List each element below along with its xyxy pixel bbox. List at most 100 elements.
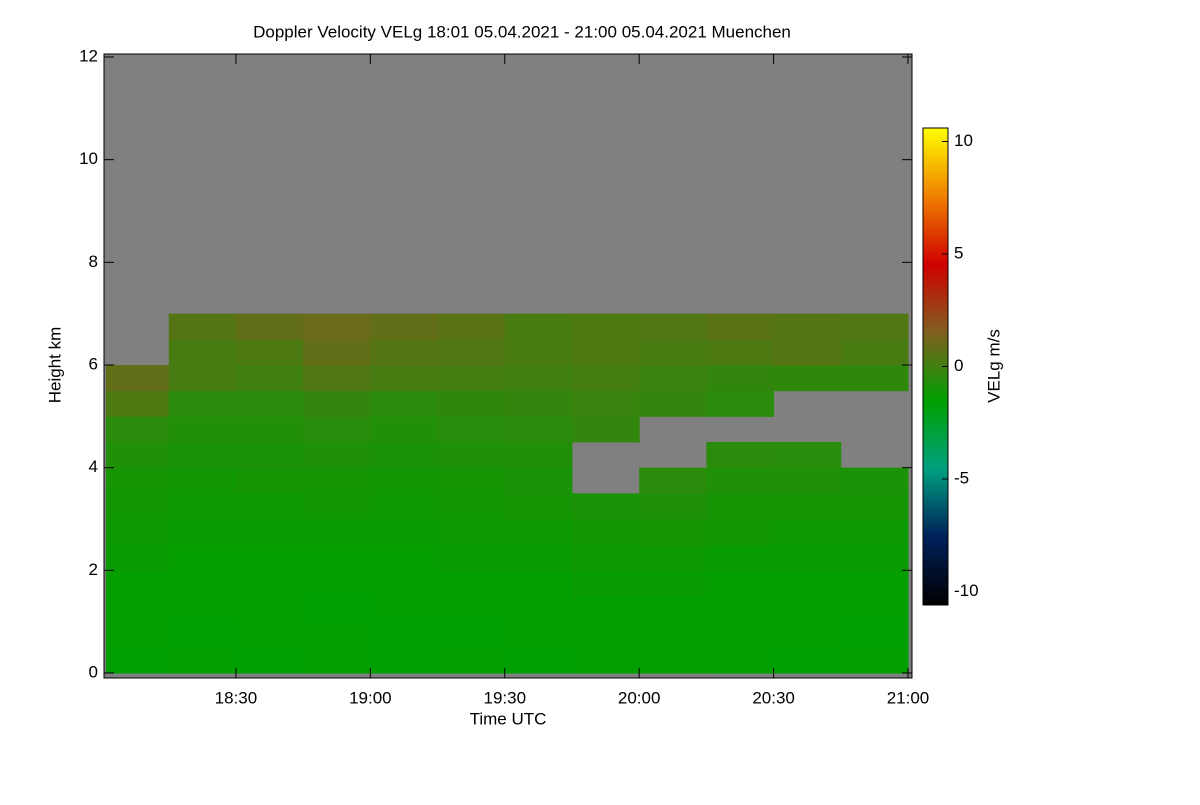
heatmap-cell — [370, 621, 439, 648]
heatmap-cell — [370, 442, 439, 469]
heatmap-cell — [639, 544, 707, 571]
chart-title: Doppler Velocity VELg 18:01 05.04.2021 -… — [253, 22, 791, 41]
heatmap-cell — [437, 596, 506, 623]
heatmap-cell — [639, 570, 707, 597]
heatmap-cell — [168, 544, 237, 571]
heatmap-cell — [504, 493, 573, 520]
x-tick-label: 21:00 — [887, 688, 930, 707]
heatmap-cell — [106, 570, 170, 597]
heatmap-cell — [370, 493, 439, 520]
heatmap-cell — [437, 416, 506, 443]
heatmap-cell — [571, 339, 640, 366]
heatmap-cell — [437, 544, 506, 571]
heatmap-cell — [106, 416, 170, 443]
heatmap-cell — [840, 544, 909, 571]
x-tick-label: 20:00 — [618, 688, 661, 707]
heatmap-cell — [639, 365, 707, 392]
heatmap-cell — [706, 570, 775, 597]
heatmap-cell — [370, 390, 439, 417]
colorbar-tick-label: 10 — [954, 131, 973, 150]
heatmap-cell — [706, 390, 775, 417]
heatmap-cell — [370, 467, 439, 494]
heatmap-cell — [106, 544, 170, 571]
heatmap-cell — [639, 596, 707, 623]
heatmap-cell — [437, 365, 506, 392]
heatmap-cell — [437, 442, 506, 469]
heatmap-cell — [106, 493, 170, 520]
heatmap-cell — [235, 313, 304, 340]
heatmap-cell — [303, 365, 371, 392]
heatmap-cell — [303, 467, 371, 494]
heatmap-cell — [168, 390, 237, 417]
heatmap-cell — [370, 544, 439, 571]
heatmap-cell — [168, 596, 237, 623]
heatmap-cell — [571, 596, 640, 623]
heatmap-cell — [235, 442, 304, 469]
heatmap-cell — [773, 365, 842, 392]
heatmap-cell — [706, 493, 775, 520]
heatmap-cell — [106, 647, 170, 674]
heatmap-cell — [571, 544, 640, 571]
heatmap-cell — [168, 416, 237, 443]
colorbar-tick-label: 5 — [954, 243, 963, 262]
y-tick-label: 6 — [89, 354, 98, 373]
heatmap-cell — [235, 365, 304, 392]
heatmap-cell — [706, 313, 775, 340]
heatmap-cell — [504, 570, 573, 597]
heatmap-cell — [840, 467, 909, 494]
heatmap-cell — [437, 313, 506, 340]
heatmap-cell — [504, 365, 573, 392]
heatmap-cell — [571, 647, 640, 674]
heatmap-cell — [168, 493, 237, 520]
heatmap-cell — [773, 313, 842, 340]
heatmap-cell — [235, 621, 304, 648]
heatmap-cell — [706, 467, 775, 494]
heatmap-cell — [571, 390, 640, 417]
heatmap-cell — [370, 519, 439, 546]
heatmap-cell — [303, 647, 371, 674]
heatmap-cell — [840, 570, 909, 597]
heatmap-cell — [504, 544, 573, 571]
heatmap-cell — [706, 647, 775, 674]
heatmap-cell — [706, 339, 775, 366]
y-axis-label: Height km — [45, 327, 64, 404]
heatmap-cell — [437, 339, 506, 366]
heatmap-cell — [571, 313, 640, 340]
x-tick-label: 19:00 — [349, 688, 392, 707]
heatmap-cell — [571, 570, 640, 597]
heatmap-cell — [370, 647, 439, 674]
colorbar-tick-label: 0 — [954, 356, 963, 375]
heatmap-cell — [235, 339, 304, 366]
heatmap-cell — [840, 313, 909, 340]
heatmap-cell — [773, 621, 842, 648]
colorbar-tick-label: -5 — [954, 468, 969, 487]
heatmap-cell — [303, 339, 371, 366]
heatmap-cell — [303, 544, 371, 571]
heatmap-cell — [303, 519, 371, 546]
heatmap-cell — [106, 365, 170, 392]
heatmap-cell — [773, 339, 842, 366]
heatmap-cell — [571, 493, 640, 520]
heatmap-cell — [168, 467, 237, 494]
heatmap-cell — [106, 596, 170, 623]
heatmap-cell — [235, 544, 304, 571]
heatmap-cell — [840, 493, 909, 520]
heatmap-cell — [773, 519, 842, 546]
heatmap-cell — [303, 416, 371, 443]
heatmap-cell — [370, 313, 439, 340]
heatmap-cell — [437, 570, 506, 597]
heatmap-cell — [773, 493, 842, 520]
plot-frame — [103, 53, 913, 679]
y-tick-label: 10 — [79, 149, 98, 168]
y-tick-label: 8 — [89, 252, 98, 271]
heatmap-cell — [235, 596, 304, 623]
heatmap-cell — [235, 416, 304, 443]
heatmap-cell — [639, 313, 707, 340]
heatmap-cell — [504, 339, 573, 366]
heatmap-cell — [639, 519, 707, 546]
heatmap-cell — [168, 313, 237, 340]
heatmap-cell — [504, 313, 573, 340]
heatmap-cell — [370, 416, 439, 443]
heatmap-cell — [437, 493, 506, 520]
heatmap-cell — [504, 467, 573, 494]
